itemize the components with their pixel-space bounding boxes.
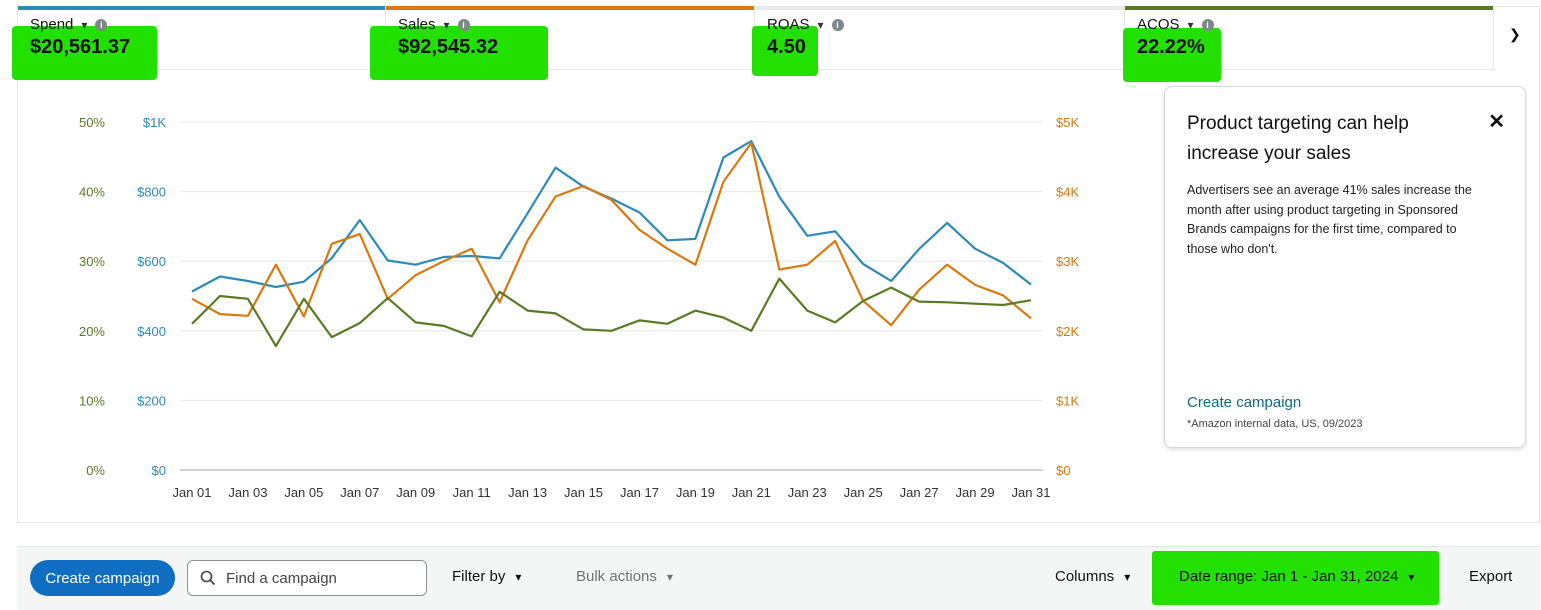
card-description: Advertisers see an average 41% sales inc… bbox=[1187, 183, 1472, 256]
create-campaign-button[interactable]: Create campaign bbox=[30, 560, 175, 596]
metric-color-bar bbox=[1125, 6, 1493, 10]
series-line-spend bbox=[191, 140, 1032, 293]
recommendation-card: Product targeting can help increase your… bbox=[1164, 86, 1526, 448]
y-tick-label-pct: 0% bbox=[86, 463, 105, 478]
series-line-sales bbox=[191, 141, 1032, 327]
metric-color-bar bbox=[755, 6, 1124, 10]
x-tick-label: Jan 03 bbox=[228, 485, 267, 500]
x-tick-label: Jan 07 bbox=[340, 485, 379, 500]
chevron-down-icon[interactable]: ▾ bbox=[1187, 17, 1194, 32]
chevron-down-icon[interactable]: ▾ bbox=[817, 17, 824, 32]
search-input[interactable] bbox=[224, 568, 408, 588]
date-range-highlight bbox=[1152, 551, 1439, 605]
metric-value: $20,561.37 bbox=[30, 36, 131, 58]
y-tick-label-pct: 50% bbox=[79, 115, 105, 130]
metric-label-row[interactable]: Sales ▾ i bbox=[398, 16, 470, 33]
metric-sales[interactable]: Sales ▾ i $92,545.32 bbox=[370, 6, 755, 80]
columns-dropdown[interactable]: Columns ▾ bbox=[1055, 568, 1130, 585]
info-icon[interactable]: i bbox=[457, 18, 470, 31]
y-tick-label-dollar: $1K bbox=[143, 115, 166, 130]
x-tick-label: Jan 25 bbox=[844, 485, 883, 500]
metric-spend[interactable]: Spend ▾ i $20,561.37 bbox=[12, 6, 386, 80]
card-footnote: *Amazon internal data, US, 09/2023 bbox=[1187, 418, 1363, 430]
x-tick-label: Jan 29 bbox=[956, 485, 995, 500]
x-tick-label: Jan 11 bbox=[453, 485, 491, 500]
metric-value: 4.50 bbox=[767, 36, 806, 58]
chevron-down-icon: ▾ bbox=[1124, 569, 1131, 584]
info-icon[interactable]: i bbox=[831, 18, 844, 31]
y-tick-label-pct: 20% bbox=[79, 324, 105, 339]
bulk-actions-label: Bulk actions bbox=[576, 568, 657, 585]
y-tick-label-pct: 40% bbox=[79, 185, 105, 200]
y-tick-label-dollar: $400 bbox=[137, 324, 166, 339]
x-tick-label: Jan 13 bbox=[508, 485, 547, 500]
metric-label-row[interactable]: Spend ▾ i bbox=[30, 16, 108, 33]
metric-highlight bbox=[1123, 28, 1221, 82]
metric-color-bar bbox=[18, 6, 385, 10]
chevron-down-icon: ▾ bbox=[1408, 569, 1415, 584]
search-box[interactable] bbox=[187, 560, 427, 596]
chevron-down-icon[interactable]: ▾ bbox=[81, 17, 88, 32]
chevron-down-icon: ▾ bbox=[515, 569, 522, 584]
x-tick-label: Jan 15 bbox=[564, 485, 603, 500]
metric-roas[interactable]: ROAS ▾ i 4.50 bbox=[752, 6, 1125, 76]
x-tick-label: Jan 31 bbox=[1011, 485, 1050, 500]
metric-label: Spend bbox=[30, 16, 74, 33]
filter-by-label: Filter by bbox=[452, 568, 506, 585]
x-tick-label: Jan 05 bbox=[284, 485, 323, 500]
x-tick-label: Jan 19 bbox=[676, 485, 715, 500]
chevron-down-icon: ▾ bbox=[666, 569, 673, 584]
y-tick-label-right: $1K bbox=[1056, 393, 1079, 408]
y-tick-label-dollar: $0 bbox=[152, 463, 166, 478]
metric-label-row[interactable]: ROAS ▾ i bbox=[767, 16, 844, 33]
metric-value: 22.22% bbox=[1137, 36, 1205, 58]
y-tick-label-dollar: $600 bbox=[137, 254, 166, 269]
x-tick-label: Jan 09 bbox=[396, 485, 435, 500]
metric-label: ROAS bbox=[767, 16, 810, 33]
y-tick-label-right: $3K bbox=[1056, 254, 1079, 269]
card-create-campaign-link[interactable]: Create campaign bbox=[1187, 394, 1302, 411]
y-tick-label-pct: 10% bbox=[79, 393, 105, 408]
info-icon[interactable]: i bbox=[1201, 18, 1214, 31]
x-tick-label: Jan 23 bbox=[788, 485, 827, 500]
metric-label-row[interactable]: ACOS ▾ i bbox=[1137, 16, 1214, 33]
date-range-dropdown[interactable]: Date range: Jan 1 - Jan 31, 2024 ▾ bbox=[1179, 568, 1414, 585]
x-tick-label: Jan 01 bbox=[172, 485, 211, 500]
series-line-acos bbox=[191, 277, 1032, 348]
bulk-actions-dropdown[interactable]: Bulk actions ▾ bbox=[576, 568, 673, 585]
y-tick-label-right: $0 bbox=[1056, 463, 1070, 478]
chevron-down-icon[interactable]: ▾ bbox=[443, 17, 450, 32]
metric-highlight bbox=[752, 26, 818, 76]
metric-acos[interactable]: ACOS ▾ i 22.22% bbox=[1123, 6, 1494, 82]
date-range-label: Date range: Jan 1 - Jan 31, 2024 bbox=[1179, 568, 1399, 585]
x-tick-label: Jan 21 bbox=[732, 485, 771, 500]
x-tick-label: Jan 17 bbox=[620, 485, 659, 500]
y-tick-label-right: $4K bbox=[1056, 185, 1079, 200]
metric-label: Sales bbox=[398, 16, 436, 33]
collapse-chevron-icon[interactable]: ❯ bbox=[1509, 26, 1521, 42]
columns-label: Columns bbox=[1055, 568, 1115, 585]
y-tick-label-right: $5K bbox=[1056, 115, 1079, 130]
search-icon bbox=[200, 570, 216, 586]
y-tick-label-dollar: $200 bbox=[137, 393, 166, 408]
metric-highlight bbox=[12, 26, 157, 80]
export-button[interactable]: Export bbox=[1469, 568, 1513, 585]
metric-highlight bbox=[370, 26, 548, 80]
card-title: Product targeting can help increase your… bbox=[1187, 113, 1409, 164]
metric-color-bar bbox=[386, 6, 754, 10]
x-tick-label: Jan 27 bbox=[900, 485, 939, 500]
campaign-toolbar: Create campaign Filter by ▾ Bulk actions… bbox=[17, 546, 1540, 610]
filter-by-dropdown[interactable]: Filter by ▾ bbox=[452, 568, 521, 585]
y-tick-label-dollar: $800 bbox=[137, 185, 166, 200]
performance-chart: 0% $0 $0 10% $200 $1K 20% $400 $2K 30% $600 $3K 40% $… bbox=[79, 115, 1079, 500]
y-tick-label-pct: 30% bbox=[79, 254, 105, 269]
metric-value: $92,545.32 bbox=[398, 36, 499, 58]
y-tick-label-right: $2K bbox=[1056, 324, 1079, 339]
close-icon[interactable]: ✕ bbox=[1488, 111, 1505, 133]
metric-label: ACOS bbox=[1137, 16, 1180, 33]
info-icon[interactable]: i bbox=[95, 18, 108, 31]
